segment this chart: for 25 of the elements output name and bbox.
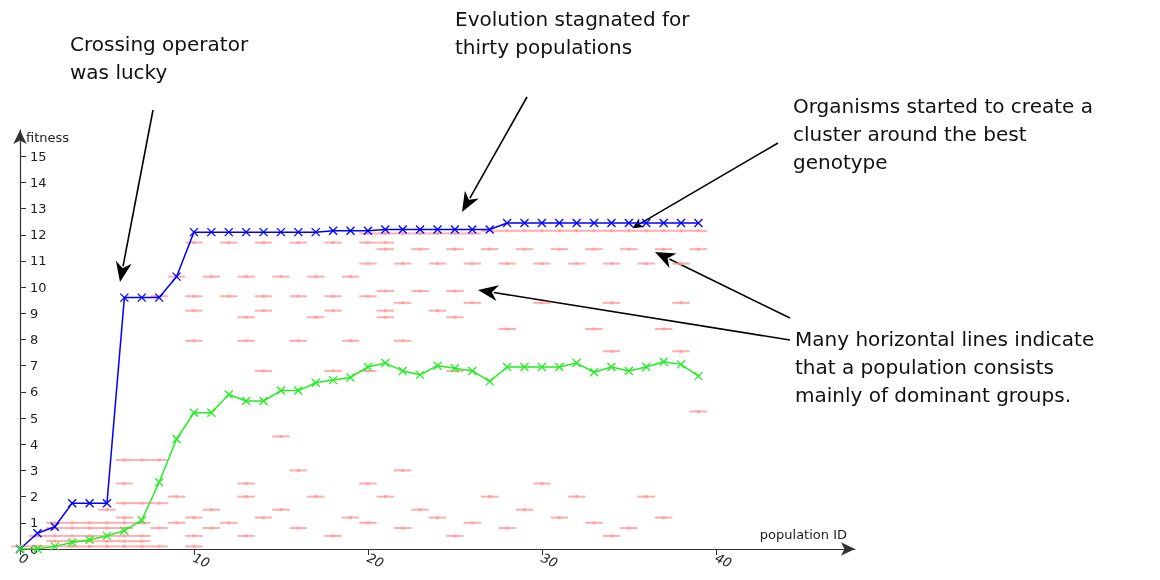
x-tick-label: 20 — [364, 550, 387, 571]
x-axis-title: population ID — [759, 527, 847, 542]
y-tick-label: 11 — [30, 253, 47, 269]
y-tick-label: 13 — [30, 201, 47, 217]
y-tick-label: 14 — [30, 174, 47, 190]
y-axis-title: fitness — [26, 130, 70, 145]
x-tick-label: 10 — [190, 550, 213, 571]
annotation: Many horizontal lines indicate that a population consists mainly of dominant groups. — [795, 326, 1096, 409]
y-tick-label: 8 — [30, 332, 39, 347]
text: Evolution stagnated for thirty populations — [455, 6, 691, 61]
x-tick-label: 30 — [538, 550, 561, 571]
y-tick-label: 1 — [30, 515, 39, 531]
annotation: Organisms started to create a cluster around the best genotype — [793, 93, 1093, 176]
y-tick-label: 2 — [30, 489, 39, 505]
y-tick-label: 15 — [30, 148, 47, 164]
text: Crossing operator was lucky — [70, 31, 250, 86]
y-tick-label: 3 — [30, 462, 39, 478]
y-tick-label: 10 — [30, 279, 47, 295]
y-tick-label: 9 — [30, 305, 39, 321]
y-tick-label: 5 — [30, 410, 39, 426]
x-tick-label: 40 — [712, 550, 734, 571]
y-tick-label: 6 — [30, 384, 39, 400]
y-tick-label: 4 — [30, 436, 39, 452]
y-tick-label: 7 — [30, 358, 39, 374]
y-tick-label: 12 — [30, 227, 47, 243]
